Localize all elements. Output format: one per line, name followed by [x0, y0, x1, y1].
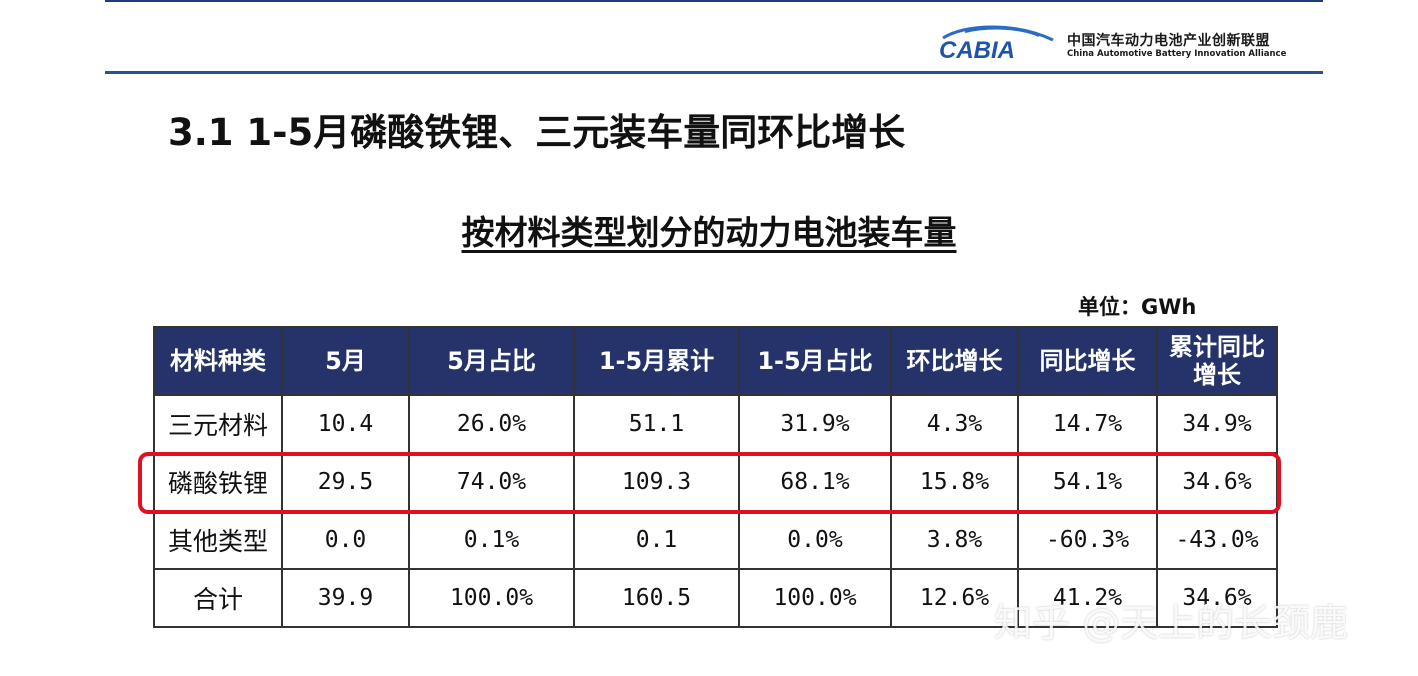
header-cell: 5月	[281, 326, 410, 396]
highlight-box	[138, 452, 1281, 514]
table-cell: 31.9%	[738, 394, 892, 454]
table-cell: 41.2%	[1017, 568, 1158, 628]
header-cell: 1-5月累计	[573, 326, 740, 396]
table-row: 磷酸铁锂 29.5 74.0% 109.3 68.1% 15.8% 54.1% …	[153, 452, 1278, 512]
header-cell: 5月占比	[408, 326, 575, 396]
table-cell: -43.0%	[1156, 510, 1278, 570]
table-row: 三元材料 10.4 26.0% 51.1 31.9% 4.3% 14.7% 34…	[153, 394, 1278, 454]
table-row: 合计 39.9 100.0% 160.5 100.0% 12.6% 41.2% …	[153, 568, 1278, 628]
table-cell: 160.5	[573, 568, 740, 628]
logo-name-en: China Automotive Battery Innovation Alli…	[1067, 49, 1287, 59]
header-cell: 1-5月占比	[738, 326, 892, 396]
table-title-wrap: 按材料类型划分的动力电池装车量	[0, 206, 1418, 254]
table-cell: 0.1	[573, 510, 740, 570]
table-cell: 3.8%	[890, 510, 1019, 570]
table-header-row: 材料种类 5月 5月占比 1-5月累计 1-5月占比 环比增长 同比增长 累计同…	[153, 326, 1278, 396]
table-cell: 74.0%	[408, 452, 575, 512]
table-cell: 三元材料	[153, 394, 283, 454]
logo-name-cn: 中国汽车动力电池产业创新联盟	[1067, 33, 1270, 49]
table-cell: 其他类型	[153, 510, 283, 570]
cabia-logo: CABIA 中国汽车动力电池产业创新联盟 China Automotive Ba…	[935, 20, 1286, 66]
table-cell: -60.3%	[1017, 510, 1158, 570]
table-cell: 34.6%	[1156, 568, 1278, 628]
table-cell: 14.7%	[1017, 394, 1158, 454]
header-cell: 同比增长	[1017, 326, 1158, 396]
unit-label: 单位：GWh	[1078, 295, 1197, 319]
table-cell: 54.1%	[1017, 452, 1158, 512]
table-cell: 0.1%	[408, 510, 575, 570]
table-cell: 磷酸铁锂	[153, 452, 283, 512]
table-cell: 100.0%	[408, 568, 575, 628]
table-cell: 0.0	[281, 510, 410, 570]
table-cell: 0.0%	[738, 510, 892, 570]
table-cell: 39.9	[281, 568, 410, 628]
top-border-line	[105, 0, 1323, 2]
section-title: 3.1 1-5月磷酸铁锂、三元装车量同环比增长	[168, 111, 906, 154]
table-cell: 12.6%	[890, 568, 1019, 628]
table-cell: 26.0%	[408, 394, 575, 454]
table-cell: 109.3	[573, 452, 740, 512]
table-cell: 34.9%	[1156, 394, 1278, 454]
header-cell: 环比增长	[890, 326, 1019, 396]
table-cell: 合计	[153, 568, 283, 628]
table-cell: 4.3%	[890, 394, 1019, 454]
table-title: 按材料类型划分的动力电池装车量	[461, 213, 957, 252]
table-cell: 68.1%	[738, 452, 892, 512]
watermark: 知乎 @天上的长颈鹿	[994, 601, 1349, 645]
table-cell: 100.0%	[738, 568, 892, 628]
table-cell: 10.4	[281, 394, 410, 454]
logo-text: CABIA	[939, 37, 1015, 64]
header-cell: 材料种类	[153, 326, 283, 396]
table-cell: 15.8%	[890, 452, 1019, 512]
car-logo-icon: CABIA	[939, 25, 1054, 64]
table-row: 其他类型 0.0 0.1% 0.1 0.0% 3.8% -60.3% -43.0…	[153, 510, 1278, 570]
header-divider	[105, 71, 1323, 74]
table-cell: 51.1	[573, 394, 740, 454]
header-cell: 累计同比 增长	[1156, 326, 1278, 396]
